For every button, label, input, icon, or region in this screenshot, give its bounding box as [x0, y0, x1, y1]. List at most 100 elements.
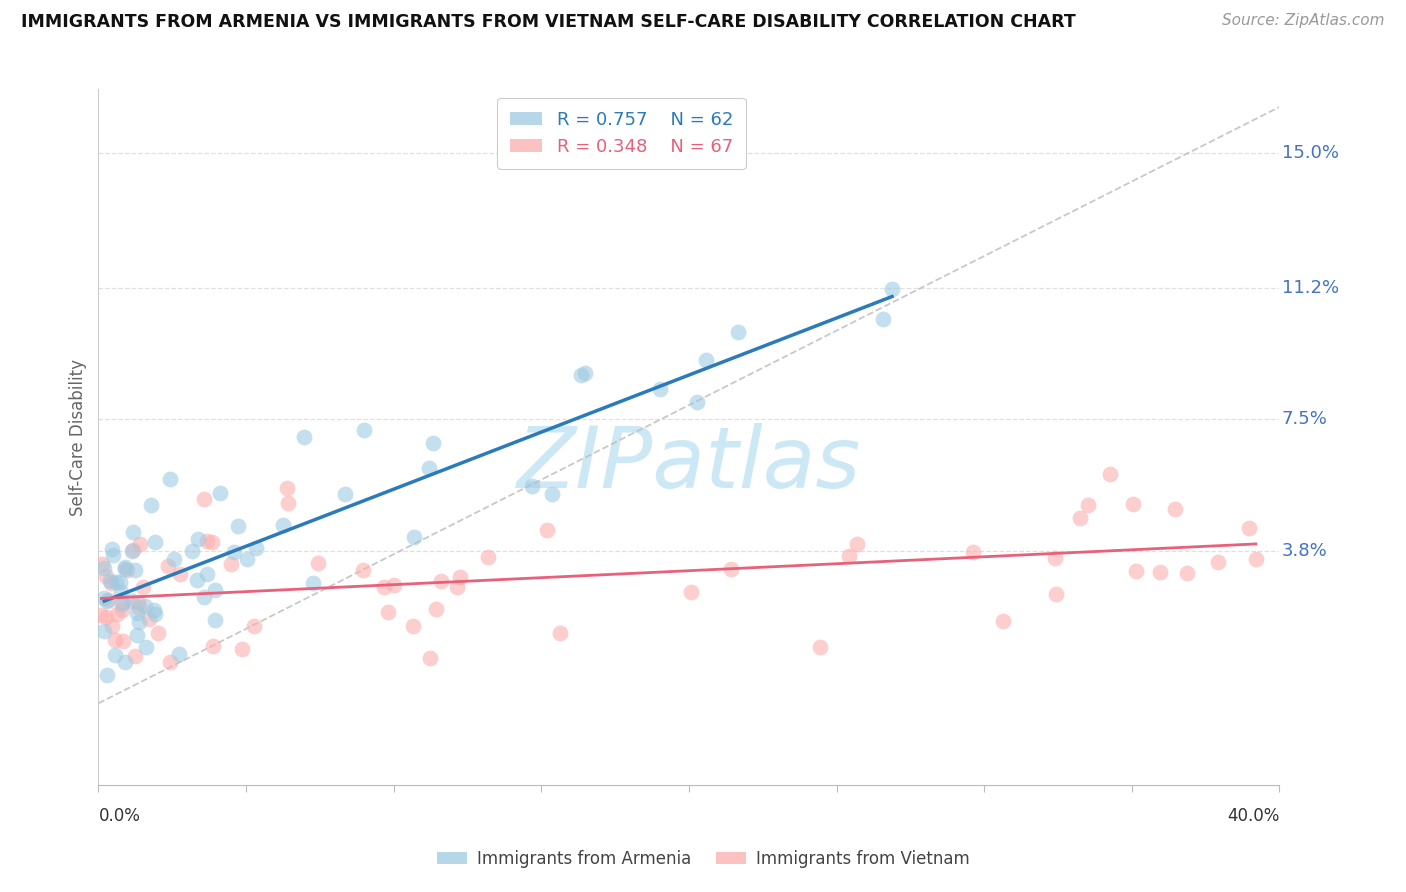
Point	[353, 423, 375, 437]
Point	[727, 325, 749, 339]
Point	[373, 580, 395, 594]
Point	[418, 461, 440, 475]
Point	[121, 543, 143, 558]
Point	[195, 566, 218, 581]
Point	[1122, 497, 1144, 511]
Point	[193, 491, 215, 506]
Point	[134, 599, 156, 613]
Point	[419, 650, 441, 665]
Point	[686, 394, 709, 409]
Point	[1045, 587, 1067, 601]
Point	[449, 570, 471, 584]
Point	[121, 544, 143, 558]
Point	[222, 545, 245, 559]
Point	[125, 627, 148, 641]
Point	[204, 613, 226, 627]
Text: ZIPatlas: ZIPatlas	[517, 424, 860, 507]
Point	[138, 612, 160, 626]
Point	[231, 642, 253, 657]
Point	[993, 614, 1015, 628]
Point	[105, 607, 128, 621]
Point	[163, 552, 186, 566]
Point	[204, 582, 226, 597]
Point	[94, 610, 117, 624]
Point	[382, 578, 405, 592]
Point	[536, 523, 558, 537]
Point	[128, 615, 150, 629]
Point	[425, 602, 447, 616]
Point	[159, 655, 181, 669]
Point	[219, 558, 242, 572]
Text: IMMIGRANTS FROM ARMENIA VS IMMIGRANTS FROM VIETNAM SELF-CARE DISABILITY CORRELAT: IMMIGRANTS FROM ARMENIA VS IMMIGRANTS FR…	[21, 13, 1076, 31]
Point	[650, 382, 672, 396]
Point	[1069, 510, 1091, 524]
Point	[187, 532, 209, 546]
Point	[1208, 555, 1230, 569]
Point	[128, 600, 150, 615]
Point	[201, 535, 224, 549]
Point	[125, 606, 148, 620]
Text: 40.0%: 40.0%	[1227, 807, 1279, 825]
Legend: R = 0.757    N = 62, R = 0.348    N = 67: R = 0.757 N = 62, R = 0.348 N = 67	[498, 98, 745, 169]
Point	[1237, 521, 1260, 535]
Point	[186, 573, 208, 587]
Point	[96, 594, 118, 608]
Point	[845, 537, 868, 551]
Point	[93, 561, 115, 575]
Point	[100, 619, 122, 633]
Point	[104, 574, 127, 589]
Point	[574, 366, 596, 380]
Point	[180, 544, 202, 558]
Point	[872, 312, 894, 326]
Point	[422, 436, 444, 450]
Point	[91, 558, 114, 572]
Point	[1125, 564, 1147, 578]
Point	[808, 640, 831, 654]
Point	[98, 574, 121, 588]
Point	[96, 569, 118, 583]
Point	[548, 626, 571, 640]
Point	[93, 591, 115, 606]
Point	[245, 541, 267, 556]
Point	[193, 590, 215, 604]
Point	[522, 479, 544, 493]
Point	[695, 352, 717, 367]
Point	[93, 624, 115, 639]
Point	[377, 605, 399, 619]
Point	[146, 626, 169, 640]
Point	[276, 481, 298, 495]
Point	[90, 608, 112, 623]
Point	[446, 580, 468, 594]
Point	[202, 639, 225, 653]
Point	[111, 597, 134, 611]
Point	[1244, 552, 1267, 566]
Point	[235, 551, 257, 566]
Point	[301, 575, 323, 590]
Point	[333, 486, 356, 500]
Point	[541, 487, 564, 501]
Point	[271, 517, 294, 532]
Point	[679, 585, 702, 599]
Point	[111, 602, 134, 616]
Point	[477, 550, 499, 565]
Y-axis label: Self-Care Disability: Self-Care Disability	[69, 359, 87, 516]
Point	[1077, 498, 1099, 512]
Point	[145, 535, 167, 549]
Point	[169, 566, 191, 581]
Point	[104, 632, 127, 647]
Point	[402, 530, 425, 544]
Point	[114, 559, 136, 574]
Point	[108, 575, 131, 590]
Point	[117, 563, 139, 577]
Point	[1175, 566, 1198, 580]
Point	[307, 556, 329, 570]
Point	[121, 593, 143, 607]
Point	[880, 282, 903, 296]
Point	[135, 640, 157, 654]
Point	[430, 574, 453, 588]
Point	[169, 647, 191, 661]
Point	[110, 584, 132, 599]
Point	[114, 562, 136, 576]
Point	[121, 525, 143, 540]
Point	[129, 537, 152, 551]
